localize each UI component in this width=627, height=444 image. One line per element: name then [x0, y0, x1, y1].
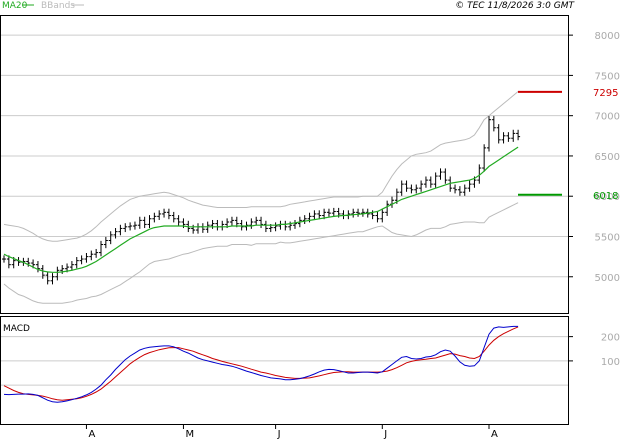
macd-panel: 100 200 MACD: [0, 316, 620, 425]
price-tick-label: 7000: [595, 112, 620, 123]
support-level-label: 6018: [593, 191, 618, 202]
month-tick-label: A: [88, 429, 95, 440]
macd-panel-frame: [0, 316, 569, 425]
price-tick-label: 5500: [595, 232, 620, 243]
macd-line: [3, 325, 519, 403]
month-tick-label: J: [277, 429, 281, 440]
price-tick-label: 7500: [595, 71, 620, 82]
price-tick-label: 8000: [595, 31, 620, 42]
price-tick-label: 6000: [595, 192, 620, 203]
month-tick-label: A: [491, 429, 498, 440]
bbands-upper-line: [3, 91, 519, 242]
macd-tick-label: 100: [601, 357, 620, 368]
price-panel-frame: [0, 15, 569, 314]
month-tick-label: M: [185, 429, 194, 440]
price-tick-label: 6500: [595, 152, 620, 163]
copyright-label: © TEC 11/8/2026 3:0 GMT: [455, 1, 575, 11]
bbands-lower-line: [3, 202, 519, 304]
month-tick-label: J: [383, 429, 387, 440]
price-panel: 5000 5500 6000 6500 7000 7500 8000 7295 6018: [0, 15, 620, 314]
price-tick-label: 5000: [595, 273, 620, 284]
price-bars: [2, 116, 521, 285]
macd-tick-label: 200: [601, 333, 620, 344]
ma20-line: [3, 146, 519, 273]
bbands-legend-label: BBands: [41, 1, 75, 11]
resistance-level-label: 7295: [593, 88, 618, 99]
ma-legend-label: MA20: [2, 1, 28, 11]
macd-panel-title: MACD: [3, 324, 30, 334]
macd-signal-line: [3, 326, 519, 401]
